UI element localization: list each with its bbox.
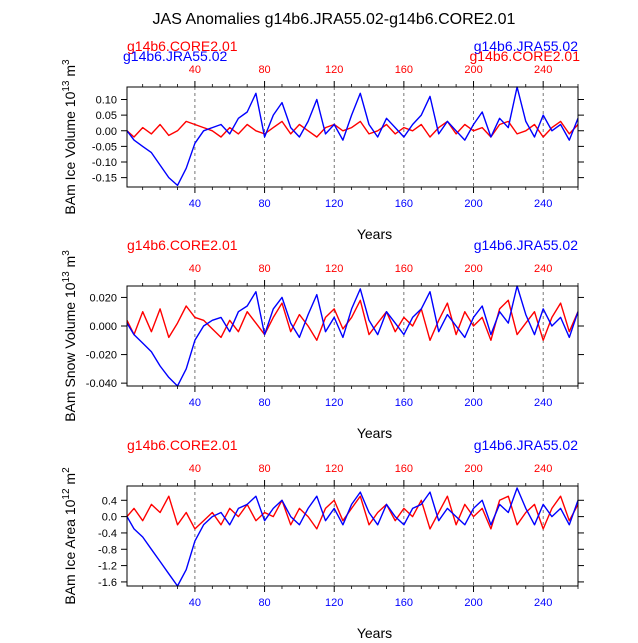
- x-tick-label: 240: [534, 397, 552, 409]
- x-tick-label: 240: [534, 597, 552, 609]
- plot-frame: [126, 86, 579, 188]
- top-x-tick-label: 40: [189, 64, 201, 76]
- top-x-tick-label: 120: [325, 64, 343, 76]
- y-tick-label: -0.020: [86, 350, 117, 362]
- top-x-tick-label: 160: [395, 64, 413, 76]
- x-tick-label: 40: [189, 198, 201, 210]
- y-tick-label: 0.020: [89, 292, 117, 304]
- y-tick-label: -0.15: [92, 173, 117, 185]
- top-x-tick-label: 80: [258, 263, 270, 275]
- series-label-left: g14b6.CORE2.01: [127, 237, 238, 253]
- y-tick-label: -1.6: [98, 577, 117, 589]
- top-x-tick-label: 120: [325, 463, 343, 475]
- y-axis-label: BAm Ice Volume 1013 m3: [61, 59, 78, 215]
- y-tick-label: -0.10: [92, 157, 117, 169]
- top-x-tick-label: 240: [534, 263, 552, 275]
- y-axis-unit-m: m: [62, 65, 78, 81]
- x-tick-label: 120: [325, 397, 343, 409]
- top-x-tick-label: 40: [189, 263, 201, 275]
- y-axis-unit-m-exponent: 3: [61, 250, 72, 256]
- x-tick-label: 160: [395, 198, 413, 210]
- y-tick-label: 0.4: [102, 495, 117, 507]
- x-axis-label: Years: [357, 425, 392, 441]
- x-tick-label: 120: [325, 198, 343, 210]
- y-axis-unit-exponent: 13: [61, 80, 72, 92]
- y-tick-label: 0.05: [96, 110, 117, 122]
- x-tick-label: 80: [258, 597, 270, 609]
- y-tick-label: 0.10: [96, 95, 117, 107]
- y-axis-unit-base: 10: [62, 499, 78, 515]
- x-tick-label: 200: [464, 597, 482, 609]
- series-line-jra: [126, 487, 579, 587]
- top-x-tick-label: 120: [325, 263, 343, 275]
- top-x-tick-label: 240: [534, 463, 552, 475]
- x-tick-label: 40: [189, 597, 201, 609]
- plot-frame: [126, 485, 579, 587]
- series-line-jra: [126, 86, 579, 187]
- y-axis-unit-base: 10: [62, 282, 78, 298]
- series-label-right: g14b6.JRA55.02: [474, 38, 579, 54]
- top-x-tick-label: 160: [395, 463, 413, 475]
- series-label-left: g14b6.CORE2.01: [127, 38, 238, 54]
- top-x-tick-label: 200: [464, 64, 482, 76]
- series-line-core: [126, 120, 579, 138]
- y-axis-label-text: BAm Ice Volume: [62, 107, 78, 214]
- x-tick-label: 80: [258, 397, 270, 409]
- top-x-tick-label: 40: [189, 463, 201, 475]
- y-axis-unit-exponent: 13: [61, 271, 72, 283]
- y-axis-label-text: BAm Snow Volume: [62, 298, 78, 422]
- x-axis-label: Years: [357, 625, 392, 638]
- y-tick-label: -0.040: [86, 378, 117, 390]
- x-tick-label: 40: [189, 397, 201, 409]
- panel-3: 0.4 0.0 -0.4 -0.8 -1.2 -1.6 40 40 80 80 120 120 160 1…: [61, 437, 584, 641]
- y-tick-label: -1.2: [98, 561, 117, 573]
- series-label-right: g14b6.JRA55.02: [474, 237, 579, 253]
- y-axis-label: BAm Ice Area 1012 m2: [61, 467, 78, 605]
- series-label-left-overlap: g14b6.JRA55.02: [123, 48, 228, 64]
- x-tick-label: 200: [464, 397, 482, 409]
- x-tick-label: 160: [395, 597, 413, 609]
- y-tick-label: 0.0: [102, 512, 117, 524]
- y-axis-unit-m-exponent: 2: [61, 467, 72, 473]
- y-tick-label: -0.8: [98, 544, 117, 556]
- panel-1: 0.10 0.05 0.00 -0.05 -0.10 -0.15 40 40 80 80 120 12…: [61, 38, 584, 242]
- panel-2: 0.020 0.000 -0.020 -0.040 40 40 80 80 120 120 160 1…: [61, 237, 584, 441]
- y-tick-label: 0.00: [96, 126, 117, 138]
- y-tick-label: -0.05: [92, 141, 117, 153]
- y-axis-unit-m-exponent: 3: [61, 59, 72, 65]
- y-axis-unit-exponent: 12: [61, 488, 72, 500]
- panels: 0.10 0.05 0.00 -0.05 -0.10 -0.15 40 40 80 80 120 12…: [61, 38, 584, 641]
- top-x-tick-label: 200: [464, 463, 482, 475]
- x-tick-label: 120: [325, 597, 343, 609]
- y-tick-label: -0.4: [98, 528, 117, 540]
- y-axis-unit-base: 10: [62, 91, 78, 107]
- y-axis-label: BAm Snow Volume 1013 m3: [61, 250, 78, 422]
- series-label-right-overlap: g14b6.CORE2.01: [469, 48, 580, 64]
- series-line-jra: [126, 285, 579, 387]
- x-axis-label: Years: [357, 226, 392, 242]
- series-line-core: [126, 495, 579, 530]
- y-tick-label: 0.000: [89, 321, 117, 333]
- y-axis-unit-m: m: [62, 256, 78, 272]
- y-axis-unit-m: m: [62, 473, 78, 489]
- x-tick-label: 200: [464, 198, 482, 210]
- figure-title: JAS Anomalies g14b6.JRA55.02-g14b6.CORE2…: [153, 11, 516, 28]
- top-x-tick-label: 160: [395, 263, 413, 275]
- x-tick-label: 160: [395, 397, 413, 409]
- top-x-tick-label: 240: [534, 64, 552, 76]
- series-label-left: g14b6.CORE2.01: [127, 437, 238, 453]
- series-label-right: g14b6.JRA55.02: [474, 437, 579, 453]
- y-axis-label-text: BAm Ice Area: [62, 515, 78, 604]
- top-x-tick-label: 80: [258, 463, 270, 475]
- x-tick-label: 80: [258, 198, 270, 210]
- top-x-tick-label: 80: [258, 64, 270, 76]
- top-x-tick-label: 200: [464, 263, 482, 275]
- plot-frame: [126, 285, 579, 387]
- x-tick-label: 240: [534, 198, 552, 210]
- series-line-core: [126, 299, 579, 341]
